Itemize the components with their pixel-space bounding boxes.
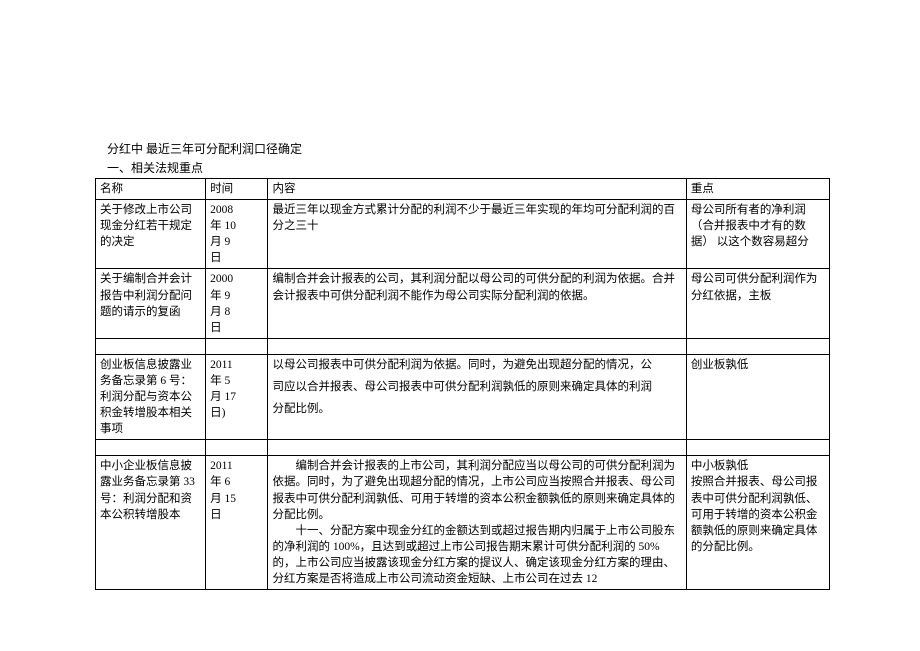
section-heading: 一、相关法规重点 (95, 159, 830, 176)
date-line: 月 8 (210, 304, 263, 320)
content-para: 编制合并会计报表的上市公司，其利润分配应当以母公司的可供分配利润为依据。同时，为… (272, 458, 681, 522)
date-line: 2008 (210, 202, 263, 218)
doc-title: 分红中 最近三年可分配利润口径确定 (95, 140, 830, 157)
date-line: 日) (210, 405, 263, 421)
date-line: 日 (210, 507, 263, 523)
cell-date: 2011 年 5 月 17 日) (206, 354, 268, 439)
table-row: 关于编制合并会计报告中利润分配问题的请示的复函 2000 年 9 月 8 日 编… (96, 269, 830, 338)
date-line: 月 15 (210, 491, 263, 507)
cell-name: 关于修改上市公司现金分红若干规定的决定 (96, 200, 206, 269)
cell-key: 母公司可供分配利润作为分红依据，主板 (686, 269, 829, 338)
date-line: 年 9 (210, 288, 263, 304)
content-para: 十一、分配方案中现金分红的金额达到或超过报告期内归属于上市公司股东的净利润的 1… (272, 523, 681, 587)
table-header-row: 名称 时间 内容 重点 (96, 179, 830, 200)
date-line: 2011 (210, 357, 263, 373)
cell-key: 中小板孰低 按照合并报表、母公司报表中可供分配利润孰低、可用于转增的资本公积金额… (686, 456, 829, 590)
cell-name: 创业板信息披露业务备忘录第 6 号：利润分配与资本公积金转增股本相关事项 (96, 354, 206, 439)
cell-date: 2000 年 9 月 8 日 (206, 269, 268, 338)
date-line: 日 (210, 250, 263, 266)
content-line: 分配比例。 (272, 401, 681, 417)
table-row: 创业板信息披露业务备忘录第 6 号：利润分配与资本公积金转增股本相关事项 201… (96, 354, 830, 439)
header-key: 重点 (686, 179, 829, 200)
header-name: 名称 (96, 179, 206, 200)
content-line: 以母公司报表中可供分配利润为依据。同时，为避免出现超分配的情况，公 (272, 357, 681, 373)
spacer-row (96, 440, 830, 456)
content-line: 司应以合并报表、母公司报表中可供分配利润孰低的原则来确定具体的利润 (272, 379, 681, 395)
date-line: 年 10 (210, 218, 263, 234)
date-line: 2000 (210, 271, 263, 287)
key-line: 中小板孰低 (691, 458, 825, 474)
header-date: 时间 (206, 179, 268, 200)
date-line: 月 17 (210, 389, 263, 405)
cell-name: 中小企业板信息披露业务备忘录第 33 号：利润分配和资本公积转增股本 (96, 456, 206, 590)
date-line: 月 9 (210, 234, 263, 250)
cell-date: 2008 年 10 月 9 日 (206, 200, 268, 269)
spacer-row (96, 338, 830, 354)
cell-content: 最近三年以现金方式累计分配的利润不少于最近三年实现的年均可分配利润的百分之三十 (268, 200, 686, 269)
date-line: 年 6 (210, 474, 263, 490)
date-line: 2011 (210, 458, 263, 474)
regulations-table: 名称 时间 内容 重点 关于修改上市公司现金分红若干规定的决定 2008 年 1… (95, 178, 830, 590)
date-line: 日 (210, 320, 263, 336)
cell-content: 编制合并会计报表的上市公司，其利润分配应当以母公司的可供分配利润为依据。同时，为… (268, 456, 686, 590)
table-row: 关于修改上市公司现金分红若干规定的决定 2008 年 10 月 9 日 最近三年… (96, 200, 830, 269)
cell-date: 2011 年 6 月 15 日 (206, 456, 268, 590)
date-line: 年 5 (210, 373, 263, 389)
cell-content: 编制合并会计报表的公司，其利润分配以母公司的可供分配的利润为依据。合并会计报表中… (268, 269, 686, 338)
header-content: 内容 (268, 179, 686, 200)
cell-key: 创业板孰低 (686, 354, 829, 439)
cell-content: 以母公司报表中可供分配利润为依据。同时，为避免出现超分配的情况，公 司应以合并报… (268, 354, 686, 439)
cell-name: 关于编制合并会计报告中利润分配问题的请示的复函 (96, 269, 206, 338)
key-line: 按照合并报表、母公司报表中可供分配利润孰低、可用于转增的资本公积金额孰低的原则来… (691, 474, 825, 554)
cell-key: 母公司所有者的净利润（合并报表中才有的数据） 以这个数容易超分 (686, 200, 829, 269)
table-row: 中小企业板信息披露业务备忘录第 33 号：利润分配和资本公积转增股本 2011 … (96, 456, 830, 590)
